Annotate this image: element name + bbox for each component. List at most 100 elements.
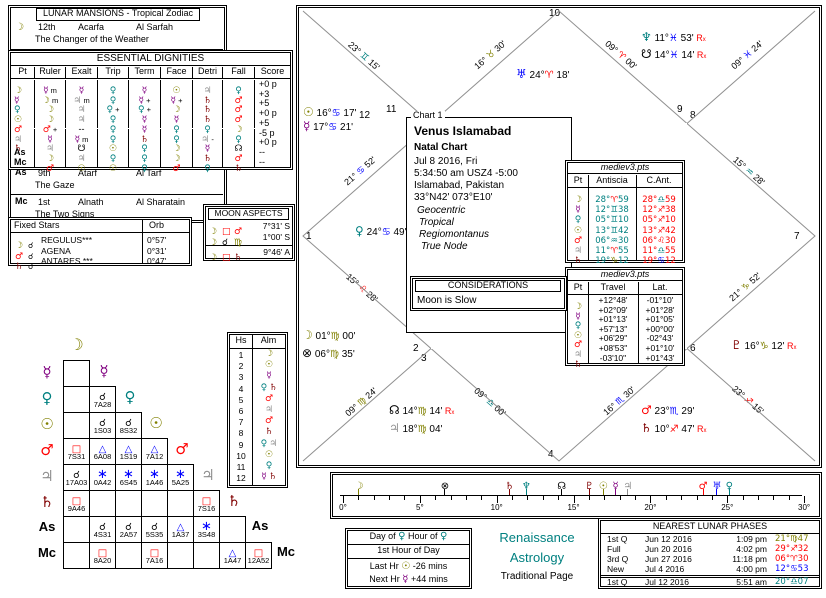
house-almuten: ☉ — [264, 449, 274, 460]
brand-line1: Renaissance — [499, 530, 575, 545]
dignity-row: Mc ♂ ☉ ☉ ♀ ♂ ♀ ♄ -- — [11, 157, 290, 174]
dignity-point: As — [14, 146, 26, 157]
aspect-symbol: □ — [149, 548, 160, 559]
dignity-score: -- — [254, 147, 290, 158]
dignity-score: +5 — [254, 118, 290, 129]
ruler-tick — [619, 496, 621, 500]
dignity-cell: ♀ — [192, 157, 222, 174]
points-table-row: ♂ +06'29" -02°43' — [568, 333, 682, 351]
points-table-row: ♀ 05°♊10 05°♐10 — [568, 209, 682, 225]
mansion-number: 1st — [38, 197, 51, 207]
house-almuten: ☉ — [264, 360, 274, 371]
dignity-cell: ♀ — [97, 109, 128, 125]
ruler-tick — [665, 496, 667, 500]
ruler-degree-label: 30° — [798, 503, 811, 512]
planet-glyph: ☉ — [573, 225, 583, 236]
dignity-cell: ♀ — [160, 128, 192, 144]
lunar-mansions-title: LUNAR MANSIONS - Tropical Zodiac — [36, 8, 200, 21]
star-orb: 0°31' — [147, 245, 167, 256]
dignity-cell: ♃ - — [192, 128, 222, 144]
column-divider — [638, 282, 639, 363]
dignity-row: ♀ ☽ ♃ ♀ + ♀ + ☽ ♄ ♂ +5 — [11, 99, 290, 116]
aspect-orb-code: 8S32 — [119, 426, 138, 435]
aspect-grid-cell: △ 6A08 — [89, 438, 116, 465]
house-number: 10 — [236, 450, 246, 461]
aspect-orb-code: 5A25 — [171, 478, 190, 487]
aspect-orb-code: 3S48 — [197, 530, 216, 539]
planetary-degrees-ruler: 0° 5° 10° 15° 20° 25° 30° ☽ ⊗ ♄ ♆ ☊ ♇ ☉ ☿ ♃ ♂ ♅ ♀ — [330, 472, 822, 519]
fixed-stars-header: Fixed Stars — [14, 220, 60, 230]
moon-aspect-row: ☽ □ ♂ 7°31' S — [206, 221, 292, 237]
column-header: Fall — [222, 66, 254, 78]
considerations-panel: CONSIDERATIONS Moon is Slow — [410, 276, 567, 311]
header-underline — [601, 533, 819, 534]
latitude-value: -02°43' — [646, 333, 674, 344]
planet-glyph: ☉ — [573, 330, 583, 341]
aspect-grid-row-label: ♃ — [40, 467, 54, 485]
house-number-1: 1 — [306, 231, 312, 242]
ruler-planet-marker: ♇ — [584, 481, 594, 492]
aspect-symbol: ☌ — [99, 522, 106, 533]
travel-value: +57'13" — [598, 323, 628, 334]
dignity-cell: ♃ m — [65, 89, 97, 106]
points-table-row: ☽ +12°48' -01°10' — [568, 295, 682, 312]
planet-glyph: ☿ — [575, 311, 581, 322]
planet-pluto: ♇ 16°♑ 12' Rx — [731, 338, 797, 352]
house-number: 8 — [238, 428, 244, 439]
aspect-symbol: ∗ — [123, 467, 134, 482]
dignity-cell: ☿ m — [65, 128, 97, 144]
ruler-degree-label: 0° — [339, 503, 347, 512]
ruler-tick — [512, 496, 514, 500]
aspect-symbol: □ — [97, 548, 108, 559]
planet-venus: ♀ 24°♋ 49' — [355, 224, 407, 238]
ruler-degree-label: 20° — [644, 503, 657, 512]
aspect-symbol: ☌ — [73, 470, 80, 481]
aspect-icon: ☌ — [222, 238, 229, 248]
phase-time: 11:18 pm — [732, 554, 767, 564]
aspect-grid-row-label: ♂ — [40, 441, 54, 459]
dignity-cell: ☿ + — [160, 89, 192, 106]
star-name: ANTARES *** — [41, 256, 93, 266]
column-header: Antiscia — [596, 175, 628, 185]
house-almuten: ♃ — [264, 405, 274, 415]
mansion-arabic-name: Al Sarfah — [136, 22, 174, 32]
aspect-grid-cell: ☌ 8S32 — [115, 412, 142, 439]
aspect-grid-row-label: ♀ — [41, 389, 53, 407]
ruler-planet-stem — [627, 489, 629, 495]
latitude-value: +01°28' — [645, 304, 675, 315]
dignity-score: +0 p — [254, 137, 290, 148]
planet-uranus: ♅ 24°♈ 18' — [516, 67, 570, 81]
ruler-tick — [450, 496, 452, 500]
points-table-title: mediev3.pts — [568, 269, 682, 281]
phase-date: Jul 4 2016 — [645, 564, 685, 574]
ruler-planet-stem — [716, 489, 718, 495]
aspect-orb-code: 6A08 — [93, 452, 112, 461]
house-number-6: 6 — [690, 343, 696, 354]
ruler-planet-stem — [728, 489, 730, 495]
aspect-symbol: △ — [150, 444, 159, 455]
dignity-row: ♂ ♂ + -- ♀ ☿ ♀ ♀ ☽ +5 — [11, 118, 290, 135]
ruler-tick — [711, 496, 713, 500]
dignity-row: ☉ ☽ ♃ ♀ ☿ ☿ ♄ ♂ +0 p — [11, 108, 290, 125]
aspect-symbol: ☌ — [99, 392, 106, 403]
house-number: 12 — [236, 473, 246, 484]
planet-glyph: ☿ — [575, 205, 581, 216]
travel-value: +01°13' — [598, 314, 628, 325]
dignity-cell: ♂ — [222, 99, 254, 115]
ruler-planet-stem — [702, 489, 704, 495]
lunar-phases-title: NEAREST LUNAR PHASES — [652, 521, 768, 531]
aspect-orb-code: 7A16 — [145, 556, 164, 565]
ruler-degree-label: 15° — [567, 503, 580, 512]
fixed-star-row: ♂ ☌ AGENA 0°31' — [11, 245, 189, 262]
dignity-cell: ☽ — [34, 109, 65, 125]
phase-position: 20°♎07 — [775, 577, 809, 587]
house-number: 6 — [238, 406, 244, 416]
aspect-grid-cell — [115, 490, 142, 517]
chart-name: Venus Islamabad — [414, 124, 512, 138]
ruler-planet-stem — [561, 489, 563, 495]
ruler-tick — [773, 496, 775, 500]
ruler-degree-label: 10° — [490, 503, 503, 512]
mansion-arabic-name: Al Tarf — [136, 168, 162, 178]
house-number: 7 — [238, 417, 244, 428]
aspect-symbol: △ — [228, 548, 237, 559]
